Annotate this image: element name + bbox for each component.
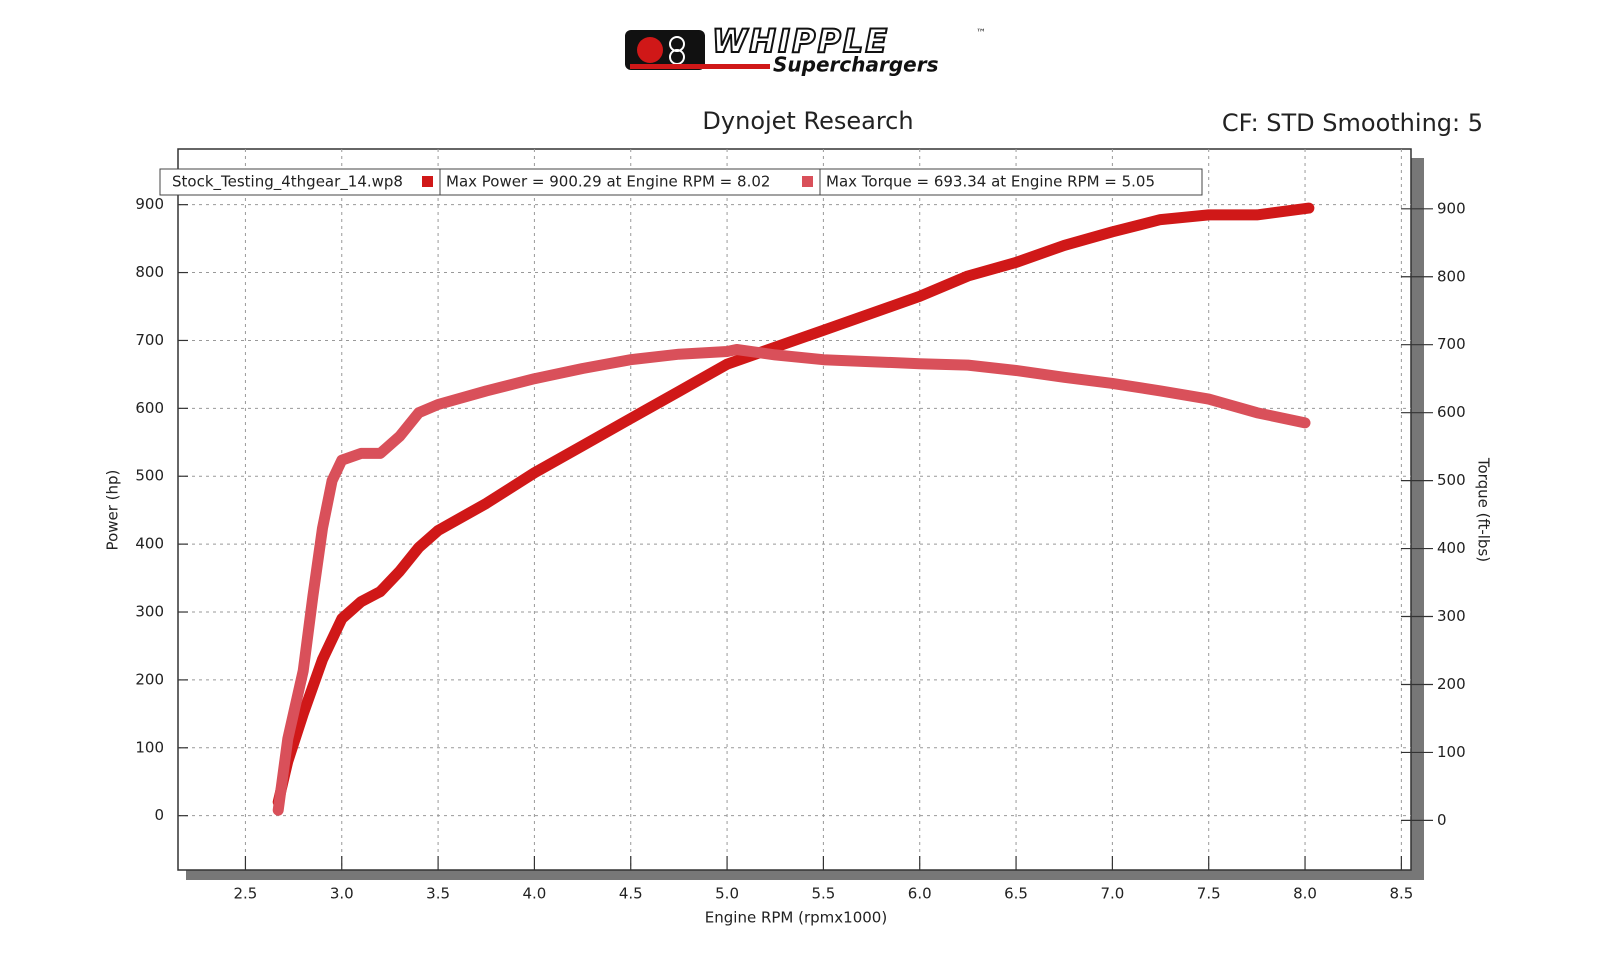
chart-subtitle: CF: STD Smoothing: 5 bbox=[1222, 109, 1483, 137]
x-tick-label: 7.5 bbox=[1197, 885, 1221, 903]
data-line bbox=[272, 202, 1315, 808]
y2-tick-label: 400 bbox=[1437, 539, 1466, 557]
x-tick-label: 3.5 bbox=[426, 885, 450, 903]
logo-trademark: ™ bbox=[976, 28, 986, 39]
y2-tick-label: 800 bbox=[1437, 267, 1466, 285]
y-tick-label: 700 bbox=[135, 331, 164, 349]
x-tick-label: 4.5 bbox=[619, 885, 643, 903]
frame-shadow bbox=[186, 870, 1424, 880]
y2-tick-label: 500 bbox=[1437, 471, 1466, 489]
plot-area bbox=[177, 148, 1412, 871]
x-tick-label: 8.0 bbox=[1293, 885, 1317, 903]
y-tick-label: 300 bbox=[135, 603, 164, 621]
x-tick-label: 6.0 bbox=[908, 885, 932, 903]
y-axis-label: Power (hp) bbox=[104, 470, 122, 551]
logo-tagline: Superchargers bbox=[773, 53, 939, 77]
y-tick-label: 200 bbox=[135, 670, 164, 688]
y-tick-label: 400 bbox=[135, 535, 164, 553]
y2-tick-label: 900 bbox=[1437, 199, 1466, 217]
frame-shadow bbox=[1411, 158, 1424, 880]
x-tick-label: 8.5 bbox=[1389, 885, 1413, 903]
x-tick-label: 5.5 bbox=[811, 885, 835, 903]
legend-swatch bbox=[422, 176, 433, 187]
logo-brand: WHIPPLE bbox=[712, 22, 889, 60]
legend-label: Max Torque = 693.34 at Engine RPM = 5.05 bbox=[826, 173, 1155, 191]
y2-tick-label: 100 bbox=[1437, 743, 1466, 761]
y2-tick-label: 700 bbox=[1437, 335, 1466, 353]
x-tick-label: 6.5 bbox=[1004, 885, 1028, 903]
legend-box bbox=[159, 168, 1203, 196]
legend-swatch bbox=[802, 176, 813, 187]
x-tick-label: 3.0 bbox=[330, 885, 354, 903]
x-tick-label: 7.0 bbox=[1100, 885, 1124, 903]
x-tick-label: 5.0 bbox=[715, 885, 739, 903]
x-tick-label: 2.5 bbox=[234, 885, 258, 903]
y-tick-label: 600 bbox=[135, 399, 164, 417]
y-tick-label: 800 bbox=[135, 263, 164, 281]
y2-axis-label: Torque (ft-lbs) bbox=[1475, 457, 1493, 562]
y-tick-label: 100 bbox=[135, 738, 164, 756]
y-tick-label: 0 bbox=[154, 806, 164, 824]
chart-title: Dynojet Research bbox=[702, 107, 913, 135]
x-tick-label: 4.0 bbox=[522, 885, 546, 903]
logo-stripe bbox=[630, 64, 770, 69]
logo-icon bbox=[637, 37, 663, 63]
y2-tick-label: 300 bbox=[1437, 607, 1466, 625]
logo: WHIPPLE Superchargers ™ bbox=[625, 21, 986, 77]
y2-tick-label: 200 bbox=[1437, 675, 1466, 693]
legend-label: Max Power = 900.29 at Engine RPM = 8.02 bbox=[446, 173, 770, 191]
x-axis-label: Engine RPM (rpmx1000) bbox=[705, 909, 887, 927]
legend: Stock_Testing_4thgear_14.wp8 Max Power =… bbox=[159, 168, 1203, 196]
y2-tick-label: 0 bbox=[1437, 811, 1447, 829]
y-tick-label: 900 bbox=[135, 195, 164, 213]
y-tick-label: 500 bbox=[135, 467, 164, 485]
y2-tick-label: 600 bbox=[1437, 403, 1466, 421]
legend-title: Stock_Testing_4thgear_14.wp8 bbox=[172, 173, 403, 192]
data-line bbox=[272, 344, 1311, 816]
